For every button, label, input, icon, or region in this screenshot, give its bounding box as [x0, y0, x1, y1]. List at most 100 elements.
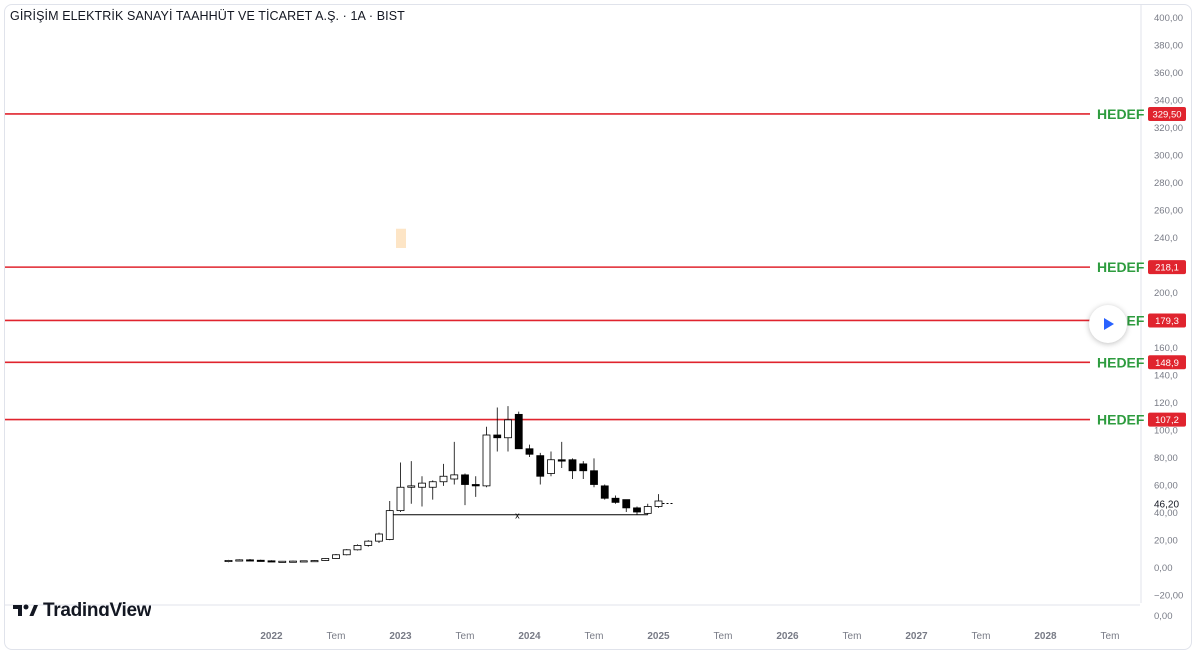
- play-button[interactable]: [1089, 305, 1127, 343]
- target-price-tag-text: 107,2: [1155, 415, 1179, 426]
- target-label: HEDEF: [1097, 259, 1145, 275]
- x-tick-label: 2026: [776, 631, 799, 642]
- candle-up: [289, 560, 297, 563]
- candle-up: [224, 560, 233, 563]
- target-price-tag: [1148, 260, 1186, 275]
- target-label: HEDEF: [1097, 106, 1145, 122]
- y-tick-label: 280,00: [1154, 178, 1183, 189]
- x-tick-label: Tem: [714, 631, 733, 642]
- candle-up: [332, 554, 340, 559]
- y-tick-label: 20,00: [1154, 536, 1178, 547]
- play-icon: [1104, 318, 1114, 330]
- candle-down: [579, 463, 588, 472]
- candle-up: [547, 459, 555, 474]
- candle-up: [299, 560, 308, 563]
- y-tick-label: 120,0: [1154, 398, 1178, 409]
- y-tick-label: 40,00: [1154, 508, 1178, 519]
- chart-frame: [4, 4, 1192, 650]
- target-label: HEDEF: [1097, 354, 1145, 370]
- candle-up: [375, 533, 383, 542]
- target-price-tag: [1148, 106, 1186, 121]
- candle-down: [611, 497, 620, 503]
- x-tick-label: 2025: [647, 631, 670, 642]
- target-price-tag-text: 218,1: [1155, 263, 1179, 274]
- target-price-tag: [1148, 412, 1186, 427]
- candle-up: [439, 475, 448, 483]
- target-price-tag-text: 329,50: [1152, 109, 1181, 120]
- x-tick-label: 2028: [1034, 631, 1057, 642]
- candle-up: [407, 485, 416, 488]
- candle-up: [396, 486, 405, 512]
- candle-down: [493, 434, 502, 439]
- y-tick-label: 360,00: [1154, 68, 1183, 79]
- y-tick-label: 160,0: [1154, 343, 1178, 354]
- highlight-zone: [396, 228, 406, 248]
- candle-down: [600, 485, 609, 499]
- tradingview-logo-icon: [13, 604, 38, 616]
- candle-down: [590, 470, 598, 485]
- y-tick-label: 0,00: [1154, 563, 1173, 574]
- candle-down: [256, 559, 265, 562]
- target-price-tag-text: 179,3: [1155, 316, 1179, 327]
- x-tick-label: 2024: [518, 631, 541, 642]
- target-price-tag-text: 148,9: [1155, 358, 1179, 369]
- candle-up: [321, 558, 330, 561]
- target-price-tag: [1148, 355, 1186, 370]
- candle-down: [525, 448, 534, 455]
- x-tick-label: Tem: [843, 631, 862, 642]
- x-tick-label: Tem: [1101, 631, 1120, 642]
- y-tick-label: 240,0: [1154, 233, 1178, 244]
- candle-down: [622, 499, 631, 509]
- candle-up: [654, 500, 663, 507]
- candle-up: [418, 482, 426, 488]
- y-tick-label: 80,00: [1154, 453, 1178, 464]
- candle-down: [557, 459, 566, 462]
- logo-text: TradingView: [43, 600, 152, 616]
- candle-up: [504, 419, 512, 439]
- candle-down: [246, 559, 254, 562]
- y-tick-label: 140,0: [1154, 371, 1178, 382]
- y-tick-label: 100,0: [1154, 426, 1178, 437]
- candle-up: [428, 481, 437, 488]
- candle-up: [643, 506, 652, 514]
- y-tick-label: 300,00: [1154, 151, 1183, 162]
- support-line-marker: x: [515, 510, 520, 520]
- candle-down: [536, 455, 545, 477]
- x-tick-label: Tem: [327, 631, 346, 642]
- candle-up: [482, 434, 491, 487]
- candle-down: [471, 484, 480, 487]
- y-tick-label: 60,00: [1154, 481, 1178, 492]
- x-tick-label: Tem: [585, 631, 604, 642]
- candle-up: [235, 559, 244, 562]
- x-tick-label: 2027: [905, 631, 928, 642]
- candle-up: [364, 540, 373, 546]
- candle-down: [461, 474, 469, 485]
- candle-up: [310, 560, 319, 563]
- candle-down: [633, 507, 641, 513]
- candle-down: [514, 413, 523, 450]
- y-tick-label: 380,00: [1154, 41, 1183, 52]
- target-price-tag: [1148, 313, 1186, 328]
- y-tick-label: −20,00: [1154, 591, 1183, 602]
- candle-down: [568, 459, 577, 472]
- y-tick-label: 320,00: [1154, 123, 1183, 134]
- x-tick-label: Tem: [972, 631, 991, 642]
- candle-up: [278, 560, 287, 563]
- y-tick-label: 200,0: [1154, 288, 1178, 299]
- candle-down: [267, 560, 276, 563]
- y-tick-label: 400,00: [1154, 13, 1183, 24]
- y-tick-label: 340,00: [1154, 96, 1183, 107]
- current-price-label: 46,20: [1154, 499, 1179, 510]
- x-tick-label: Tem: [456, 631, 475, 642]
- candle-up: [342, 549, 351, 556]
- target-label: HEDEF: [1097, 412, 1145, 428]
- candle-up: [450, 474, 459, 480]
- y-tick-label: 260,00: [1154, 206, 1183, 217]
- symbol-title: GİRİŞİM ELEKTRİK SANAYİ TAAHHÜT VE TİCAR…: [10, 9, 405, 23]
- y-axis-bottom-label: 0,00: [1154, 611, 1173, 622]
- x-tick-label: 2023: [389, 631, 412, 642]
- candle-up: [385, 510, 394, 540]
- tradingview-logo[interactable]: TradingView: [13, 598, 151, 616]
- candle-up: [353, 545, 362, 551]
